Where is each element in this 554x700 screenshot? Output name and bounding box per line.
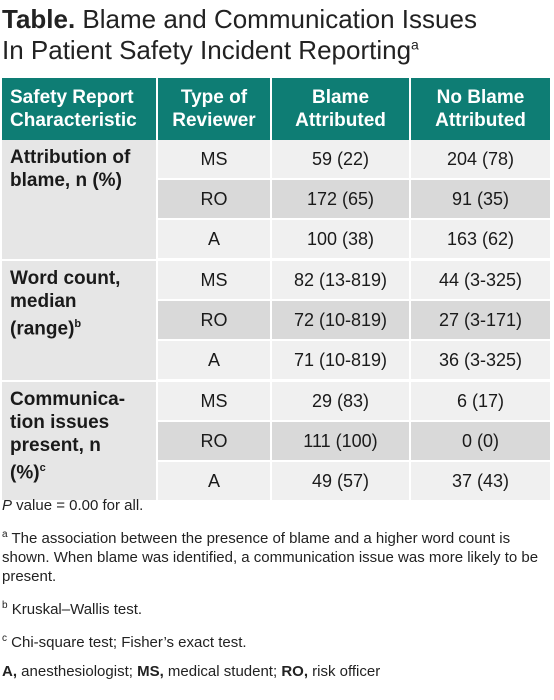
table-row: RO 111 (100) 0 (0) bbox=[2, 421, 550, 462]
table-row: Communica-tion issues present, n (%)c MS 2… bbox=[2, 380, 550, 502]
table-title: Table. Blame and Communication Issues In… bbox=[2, 4, 550, 66]
reviewer-cell: MS bbox=[157, 140, 272, 180]
blame-cell: 29 (83) bbox=[271, 380, 411, 422]
blame-cell: 59 (22) bbox=[271, 140, 411, 180]
row-label-word-count: Word count, median (range)b bbox=[2, 259, 158, 382]
no-blame-cell: 163 (62) bbox=[410, 219, 550, 261]
table-row: RO 172 (65) 91 (35) bbox=[2, 179, 550, 220]
blame-cell: 82 (13-819) bbox=[271, 259, 411, 301]
reviewer-cell: A bbox=[157, 219, 272, 261]
footnote-a: a The association between the presence o… bbox=[2, 529, 539, 585]
blame-cell: 49 (57) bbox=[271, 461, 411, 502]
no-blame-cell: 36 (3-325) bbox=[410, 340, 550, 382]
header-no-blame: No Blame Attributed bbox=[410, 78, 550, 140]
blame-cell: 72 (10-819) bbox=[271, 300, 411, 341]
table-row: Attribution of blame, n (%) MS 59 (22) 20… bbox=[2, 140, 550, 261]
table-footnotes: P value = 0.00 for all. a The associatio… bbox=[2, 496, 550, 691]
header-characteristic: Safety Report Characteristic bbox=[2, 78, 158, 140]
data-table: Safety Report Characteristic Type of Revie… bbox=[2, 78, 550, 502]
title-footnote-marker: a bbox=[411, 36, 419, 53]
reviewer-cell: MS bbox=[157, 380, 272, 422]
table-row: Word count, median (range)b MS 82 (13-819)… bbox=[2, 259, 550, 382]
blame-cell: 111 (100) bbox=[271, 421, 411, 462]
no-blame-cell: 91 (35) bbox=[410, 179, 550, 220]
table-row: A 49 (57) 37 (43) bbox=[2, 461, 550, 502]
no-blame-cell: 27 (3-171) bbox=[410, 300, 550, 341]
no-blame-cell: 6 (17) bbox=[410, 380, 550, 422]
table-row: RO 72 (10-819) 27 (3-171) bbox=[2, 300, 550, 341]
row-label-communication: Communica-tion issues present, n (%)c bbox=[2, 380, 158, 502]
no-blame-cell: 204 (78) bbox=[410, 140, 550, 180]
reviewer-cell: RO bbox=[157, 421, 272, 462]
title-line2: In Patient Safety Incident Reporting bbox=[2, 35, 412, 65]
reviewer-cell: A bbox=[157, 461, 272, 502]
pvalue-note: P value = 0.00 for all. bbox=[2, 497, 144, 514]
reviewer-cell: RO bbox=[157, 300, 272, 341]
footnote-c: c Chi-square test; Fisher’s exact test. bbox=[2, 633, 247, 651]
header-reviewer: Type of Reviewer bbox=[157, 78, 272, 140]
header-row: Safety Report Characteristic Type of Revie… bbox=[2, 78, 550, 140]
blame-cell: 172 (65) bbox=[271, 179, 411, 220]
title-line1: Blame and Communication Issues bbox=[75, 4, 477, 34]
no-blame-cell: 0 (0) bbox=[410, 421, 550, 462]
table-row: A 100 (38) 163 (62) bbox=[2, 219, 550, 261]
no-blame-cell: 37 (43) bbox=[410, 461, 550, 502]
header-blame: Blame Attributed bbox=[271, 78, 411, 140]
reviewer-cell: MS bbox=[157, 259, 272, 301]
footnote-b: b Kruskal–Wallis test. bbox=[2, 600, 143, 618]
reviewer-cell: RO bbox=[157, 179, 272, 220]
no-blame-cell: 44 (3-325) bbox=[410, 259, 550, 301]
abbreviations-note: A, anesthesiologist; MS, medical student… bbox=[2, 663, 381, 680]
reviewer-cell: A bbox=[157, 340, 272, 382]
blame-cell: 100 (38) bbox=[271, 219, 411, 261]
title-prefix: Table. bbox=[2, 4, 76, 34]
row-label-attribution: Attribution of blame, n (%) bbox=[2, 140, 158, 261]
blame-cell: 71 (10-819) bbox=[271, 340, 411, 382]
table-row: A 71 (10-819) 36 (3-325) bbox=[2, 340, 550, 382]
